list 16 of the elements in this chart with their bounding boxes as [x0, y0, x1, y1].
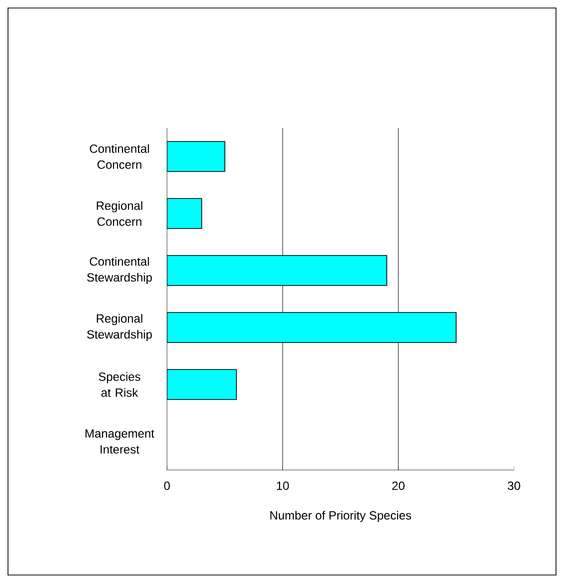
- bar: [167, 369, 237, 400]
- bar: [167, 255, 388, 286]
- y-tick-label: Continental Stewardship: [87, 256, 152, 284]
- y-tick-label: Species at Risk: [98, 372, 140, 397]
- x-tick-label: 20: [392, 482, 405, 490]
- x-tick-label: 10: [276, 482, 289, 490]
- x-tick-label: 0: [164, 482, 170, 490]
- x-tick-label: 30: [508, 482, 520, 490]
- x-axis-title: Number of Priority Species: [270, 510, 412, 522]
- y-tick-label: Regional Concern: [96, 201, 142, 226]
- bar: [167, 141, 226, 172]
- bar: [167, 198, 202, 229]
- y-tick-label: Continental Concern: [90, 144, 149, 169]
- y-tick-label: Management Interest: [86, 429, 154, 454]
- y-tick-label: Regional Stewardship: [87, 314, 152, 342]
- bar: [167, 312, 457, 343]
